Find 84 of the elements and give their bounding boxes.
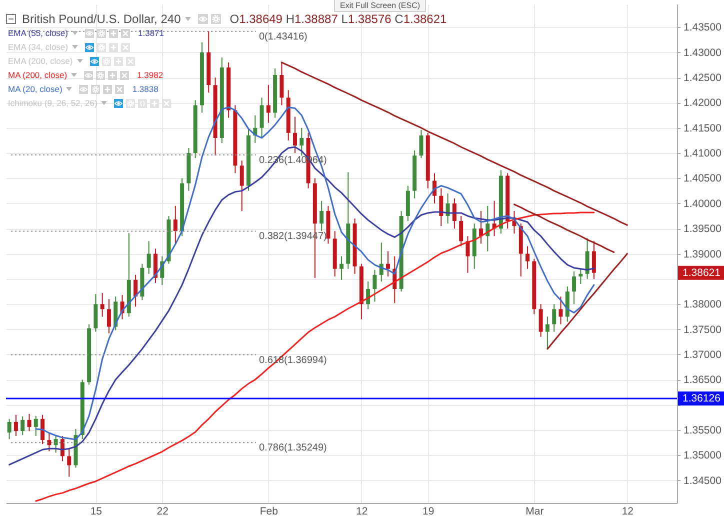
candlestick	[146, 240, 151, 274]
candlestick	[34, 415, 38, 437]
line-series	[35, 106, 595, 440]
y-tick-label: 1.41000	[684, 148, 722, 160]
line-series	[35, 212, 595, 502]
x-tick-label: 15	[90, 506, 102, 518]
x-tick-label: 22	[156, 506, 169, 518]
candlestick	[266, 84, 270, 124]
candlestick	[14, 414, 18, 437]
candlestick	[300, 127, 304, 156]
candlestick	[100, 292, 104, 318]
annotation: EMA (200, close)	[8, 56, 73, 66]
annotation: 1.3982	[137, 70, 164, 80]
candlestick	[526, 246, 530, 270]
x-tick-label: Feb	[260, 506, 278, 518]
ref-line-label: 1.36126	[682, 392, 721, 404]
candlestick	[592, 240, 596, 280]
annotation: Exit Full Screen (ESC)	[334, 0, 426, 12]
candlestick	[578, 268, 583, 284]
candlestick	[340, 256, 344, 280]
candlestick	[386, 250, 390, 277]
text: O1.38649 H1.38887 L1.38576 C1.38621	[230, 12, 447, 26]
candlestick	[320, 200, 324, 232]
annotation: Ichimoku (9, 26, 52, 26)	[8, 98, 98, 108]
candlestick	[372, 269, 377, 302]
candlestick	[40, 414, 45, 445]
candlestick	[106, 298, 111, 334]
annotation: EMA (34, close)	[8, 42, 68, 52]
candlestick	[552, 304, 556, 332]
x-tick-label: 12	[356, 506, 368, 518]
ref-line-label: 0(1.43416)	[259, 31, 308, 42]
y-tick-label: 1.39000	[684, 248, 722, 260]
y-tick-label: 1.40000	[684, 198, 722, 210]
candlestick	[545, 316, 550, 350]
y-tick-label: 1.37500	[684, 324, 722, 336]
ref-line-label: 0.786(1.35249)	[259, 442, 327, 454]
y-tick-label: 1.35500	[684, 424, 722, 436]
y-tick-label: 1.43000	[684, 46, 722, 59]
candlestick	[280, 62, 284, 106]
candlestick	[572, 270, 576, 305]
line-series	[8, 146, 595, 466]
y-tick-label: 1.38000	[684, 298, 722, 311]
y-tick-label: 1.40500	[684, 172, 722, 185]
y-tick-label: 1.35000	[684, 450, 722, 462]
candlestick	[512, 210, 516, 234]
candlestick	[459, 215, 464, 247]
text: MA (200, close)	[8, 70, 68, 80]
y-tick-label: 1.41500	[684, 122, 722, 134]
candlestick	[260, 97, 264, 138]
y-tick-label: 1.43500	[684, 22, 722, 34]
candlestick	[54, 434, 58, 454]
candlestick	[538, 304, 543, 338]
y-tick-label: 1.34500	[684, 474, 722, 487]
text: EMA (55, close)	[8, 28, 68, 38]
text: British Pound/U.S. Dollar, 240	[22, 12, 181, 26]
candlestick	[439, 188, 444, 227]
candlestick	[47, 432, 52, 452]
candlestick	[20, 416, 25, 436]
candlestick	[27, 413, 32, 432]
x-tick-label: 19	[422, 506, 434, 518]
y-tick-label: 1.39500	[684, 223, 722, 236]
text: MA (20, close)	[8, 84, 62, 94]
line-series	[513, 204, 615, 253]
candlestick	[7, 418, 12, 440]
annotation: 1.3871	[138, 28, 164, 38]
annotation: 1.3838	[132, 84, 158, 94]
candlestick	[67, 448, 72, 478]
candlestick	[240, 160, 244, 212]
candlestick	[292, 116, 297, 154]
x-tick-label: 12	[622, 506, 634, 518]
candlestick	[558, 296, 563, 325]
candlestick	[452, 198, 456, 230]
candlestick	[466, 236, 470, 274]
candlestick	[585, 238, 590, 280]
text: 1.38621	[682, 266, 721, 279]
y-tick-label: 1.37000	[684, 348, 722, 361]
candlestick	[173, 205, 178, 244]
candlestick	[419, 129, 424, 159]
y-tick-label: 1.42500	[684, 72, 722, 84]
line-series	[546, 253, 628, 350]
y-tick-label: 1.36500	[684, 374, 722, 386]
x-tick-label: Mar	[526, 506, 544, 518]
y-tick-label: 1.42000	[684, 97, 722, 110]
candlestick	[134, 274, 138, 308]
